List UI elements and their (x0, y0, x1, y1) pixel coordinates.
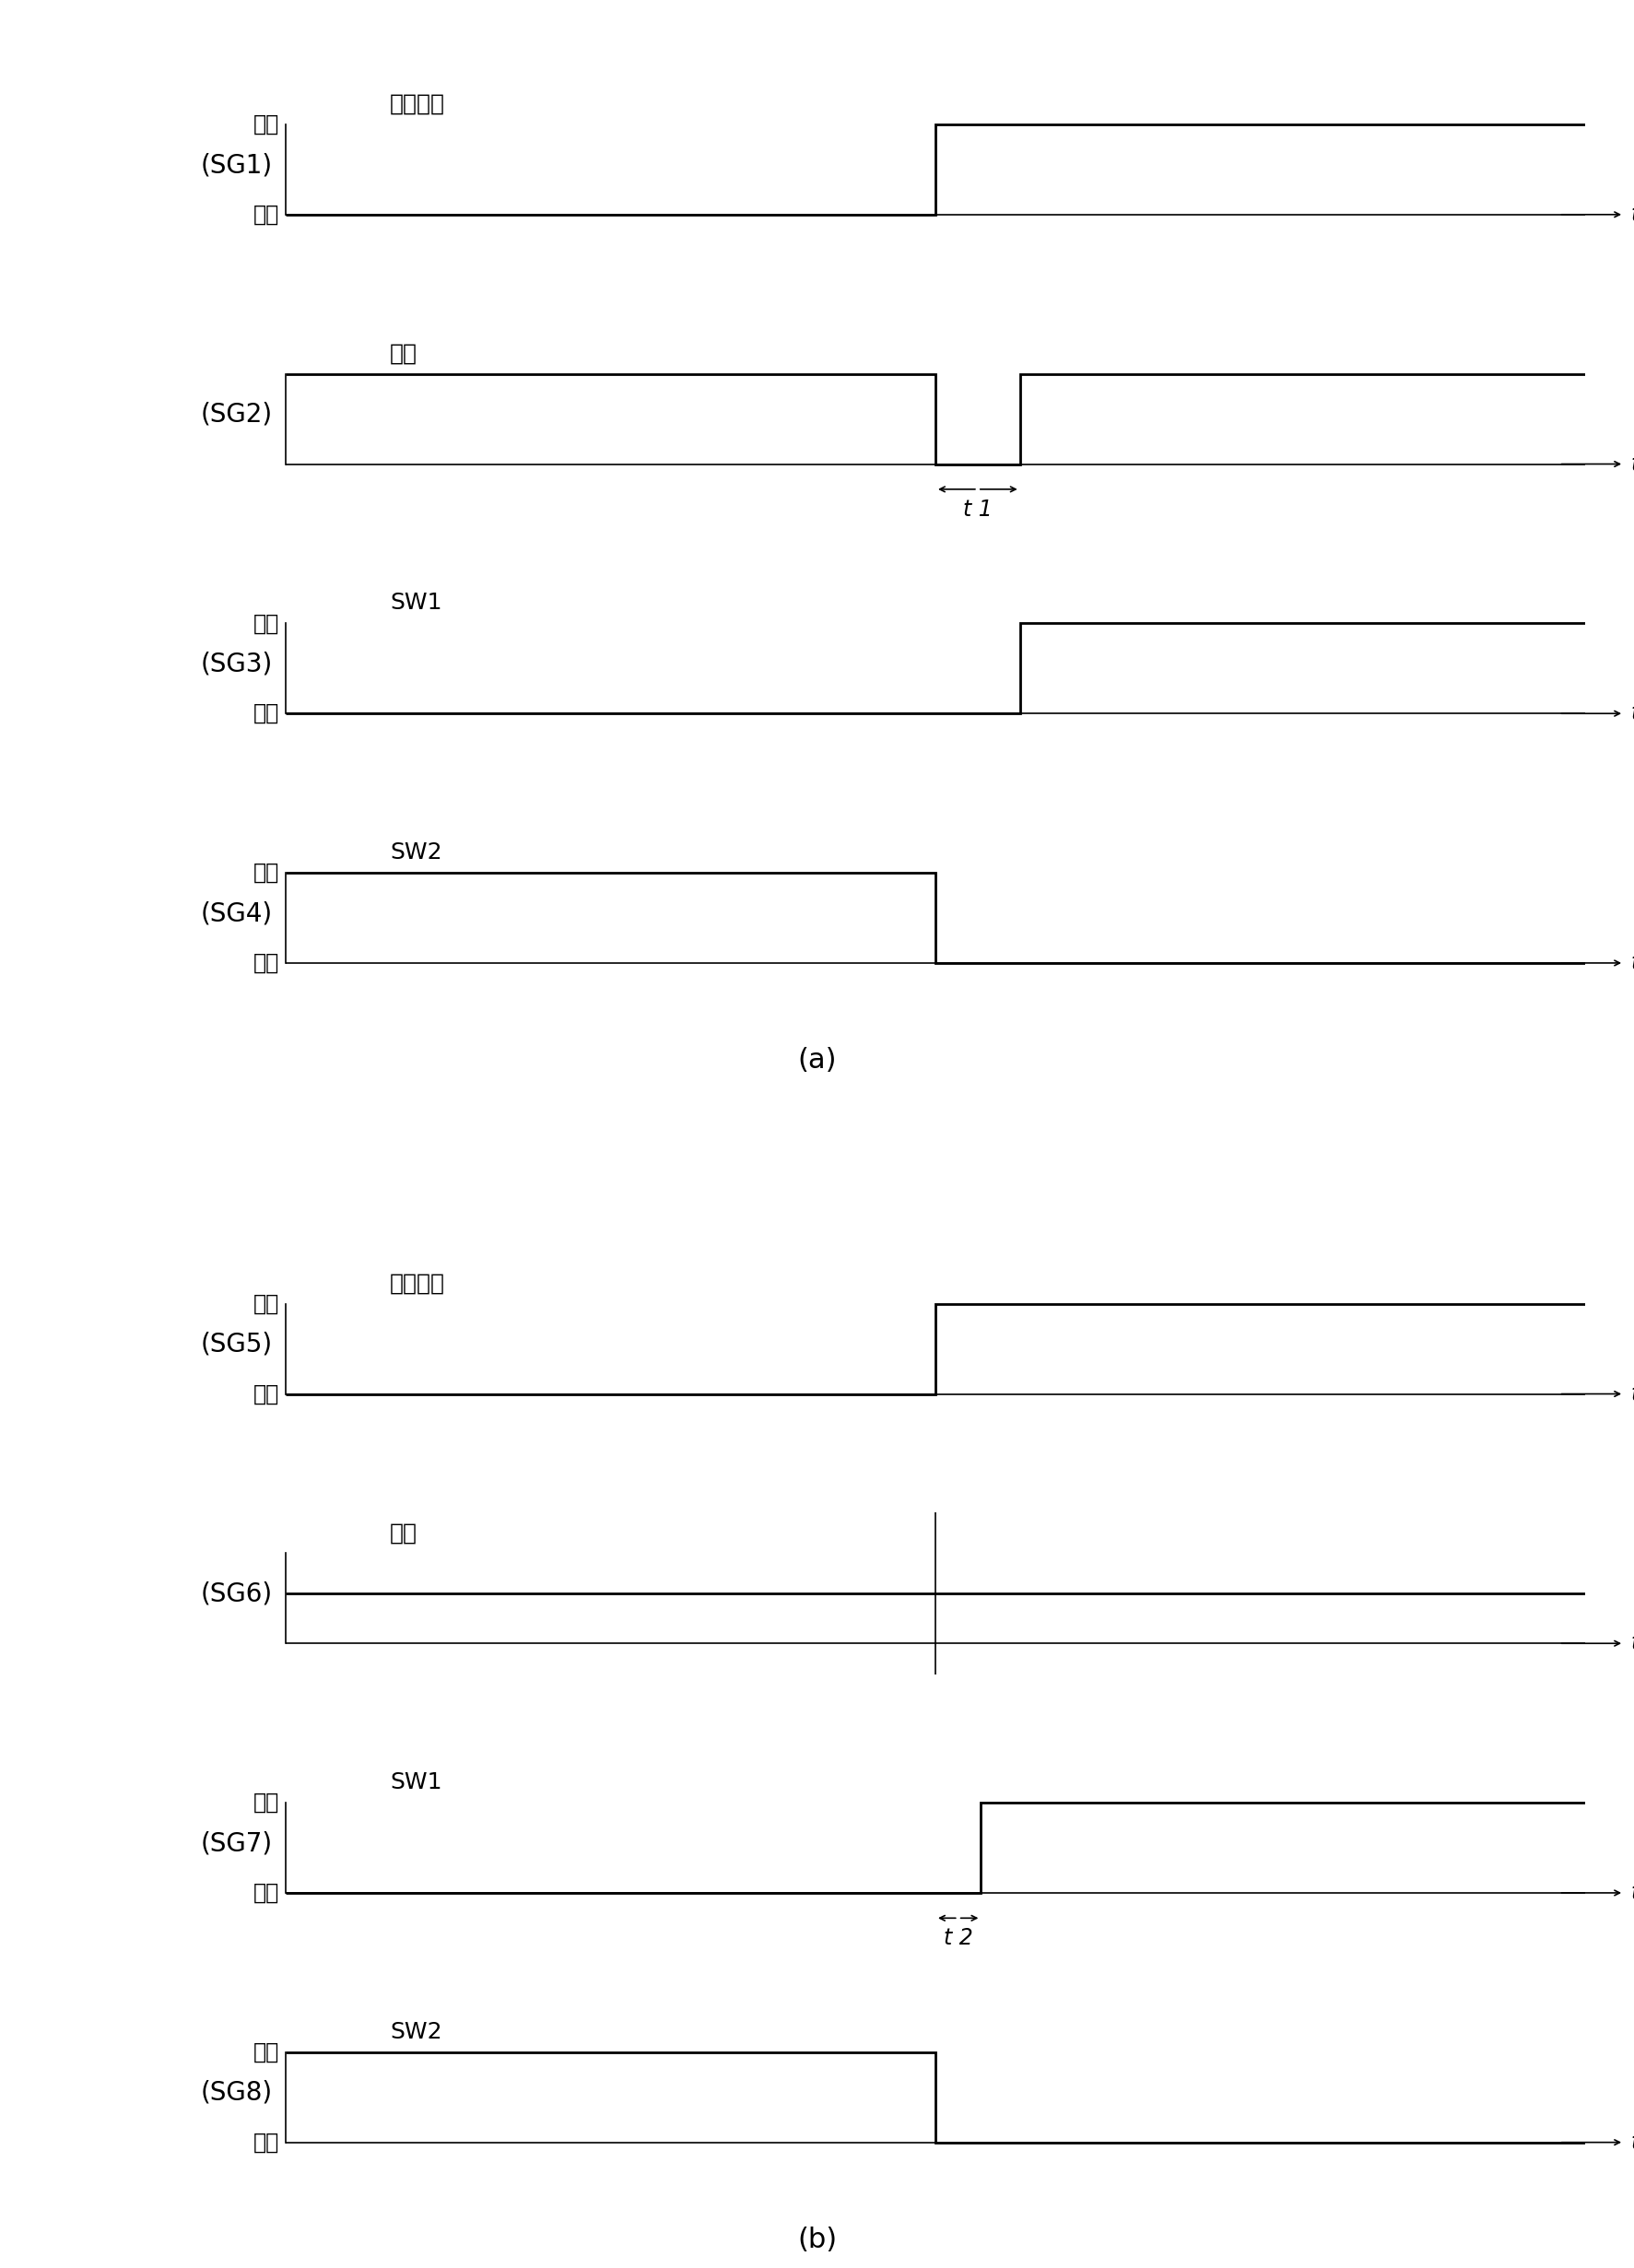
Text: 接通: 接通 (253, 612, 279, 635)
Text: 接通: 接通 (253, 1792, 279, 1814)
Text: 断开: 断开 (253, 1882, 279, 1903)
Text: (SG2): (SG2) (201, 401, 273, 426)
Text: t: t (1631, 953, 1634, 973)
Text: 低速: 低速 (253, 1383, 279, 1404)
Text: (SG6): (SG6) (201, 1581, 273, 1606)
Text: t: t (1631, 1383, 1634, 1404)
Text: 断开: 断开 (253, 953, 279, 973)
Text: SW2: SW2 (391, 2021, 443, 2043)
Text: 电流: 电流 (391, 1522, 418, 1545)
Text: t: t (1631, 204, 1634, 225)
Text: SW1: SW1 (391, 1771, 441, 1794)
Text: t 2: t 2 (943, 1928, 972, 1948)
Text: 切换信号: 切换信号 (391, 1272, 444, 1295)
Text: (SG3): (SG3) (201, 651, 273, 676)
Text: SW1: SW1 (391, 592, 441, 615)
Text: (b): (b) (797, 2227, 837, 2252)
Text: (SG8): (SG8) (201, 2080, 273, 2105)
Text: t: t (1631, 454, 1634, 474)
Text: 电流: 电流 (391, 342, 418, 365)
Text: (SG5): (SG5) (201, 1331, 273, 1356)
Text: 切换信号: 切换信号 (391, 93, 444, 116)
Text: (SG4): (SG4) (201, 900, 273, 925)
Text: 低速: 低速 (253, 204, 279, 225)
Text: 接通: 接通 (253, 862, 279, 885)
Text: (a): (a) (797, 1048, 837, 1073)
Text: t: t (1631, 2132, 1634, 2152)
Text: 高速: 高速 (253, 1293, 279, 1315)
Text: (SG7): (SG7) (201, 1830, 273, 1855)
Text: t 1: t 1 (962, 499, 992, 519)
Text: 断开: 断开 (253, 703, 279, 723)
Text: t: t (1631, 1882, 1634, 1903)
Text: 接通: 接通 (253, 2041, 279, 2064)
Text: 高速: 高速 (253, 113, 279, 136)
Text: t: t (1631, 703, 1634, 723)
Text: 断开: 断开 (253, 2132, 279, 2152)
Text: (SG1): (SG1) (201, 152, 273, 177)
Text: SW2: SW2 (391, 841, 443, 864)
Text: t: t (1631, 1633, 1634, 1653)
